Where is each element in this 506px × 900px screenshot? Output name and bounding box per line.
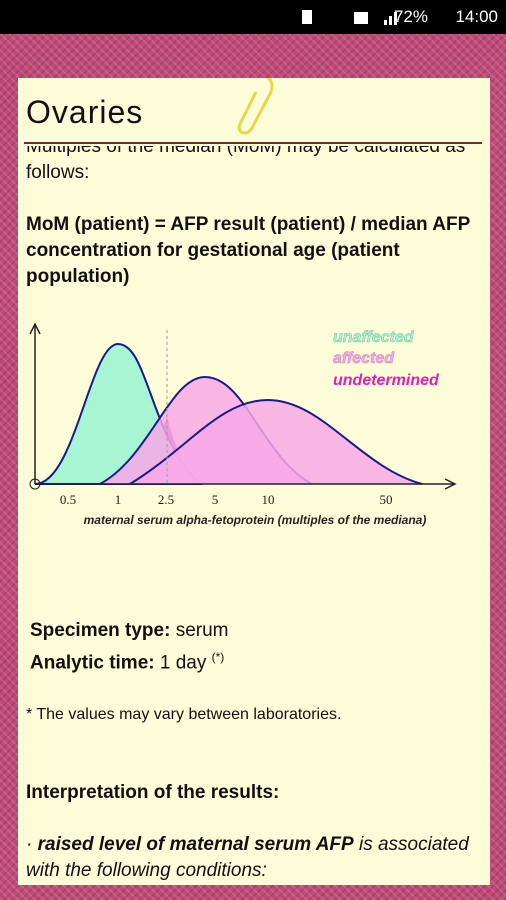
page: Multiples of the median (MoM) may be cal… <box>18 78 490 885</box>
status-bar: 72% 14:00 <box>0 0 506 34</box>
bullet: · raised level of maternal serum AFP is … <box>26 834 469 882</box>
battery: 72% <box>393 7 428 26</box>
axis-label: maternal serum alpha-fetoprotein (multip… <box>84 513 427 527</box>
x-label: 0.5 <box>60 492 76 507</box>
value: serum <box>175 620 229 641</box>
section-title: Interpretation of the results: <box>26 782 280 804</box>
legend-item: undetermined <box>333 372 440 389</box>
x-label: 10 <box>262 492 275 507</box>
bullet-bold: raised level of maternal serum AFP <box>37 834 354 856</box>
header-rule <box>24 142 482 144</box>
paperclip <box>237 78 274 135</box>
x-label: 5 <box>212 492 219 507</box>
figure: 0.5 1 2.5 5 10 50 maternal serum alpha-f… <box>29 322 457 527</box>
value: 1 day <box>159 652 207 674</box>
x-label: 2.5 <box>158 492 174 507</box>
analytic: Analytic time: 1 day (*) <box>30 644 484 676</box>
header: Ovaries <box>18 78 490 146</box>
x-label: 1 <box>115 492 122 507</box>
footnote: * The values may vary between laboratori… <box>26 706 342 724</box>
title: Ovaries <box>26 94 144 130</box>
label: Specimen type: <box>30 620 171 641</box>
bullet-text: is associated with the following conditi… <box>26 834 469 882</box>
specimen: Specimen type: serum <box>30 618 484 644</box>
legend-item: affected <box>333 350 395 367</box>
content: Multiples of the median (MoM) may be cal… <box>26 136 484 884</box>
clock: 14:00 <box>455 7 498 26</box>
status-icons <box>302 10 397 25</box>
formula: MoM (patient) = AFP result (patient) / m… <box>26 214 470 287</box>
legend-item: unaffected <box>333 329 415 346</box>
label: Analytic time: <box>30 652 155 674</box>
note: (*) <box>211 650 225 664</box>
x-label: 50 <box>380 492 393 507</box>
